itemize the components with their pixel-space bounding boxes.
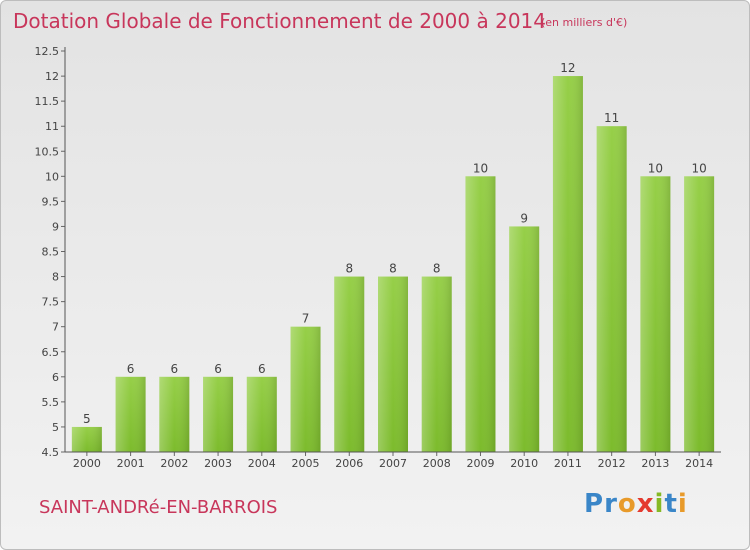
y-tick-label: 12 [45, 70, 59, 83]
bar-value-label: 5 [83, 412, 91, 426]
x-tick-label: 2010 [510, 457, 538, 470]
y-tick-label: 9 [52, 220, 59, 233]
bar-value-label: 10 [691, 161, 706, 175]
bar-shade [596, 126, 627, 452]
x-tick-label: 2001 [117, 457, 145, 470]
chart-subtitle: (en milliers d'€) [541, 16, 628, 29]
y-tick-label: 6.5 [42, 346, 60, 359]
bar-value-label: 7 [302, 312, 310, 326]
x-tick-label: 2007 [379, 457, 407, 470]
y-tick-label: 6 [52, 371, 59, 384]
bar-value-label: 10 [648, 161, 663, 175]
x-tick-label: 2003 [204, 457, 232, 470]
logo-letter: i [654, 489, 665, 519]
bar-shade [290, 326, 321, 452]
bar-shade [159, 376, 190, 452]
bar-value-label: 8 [389, 262, 397, 276]
bar-value-label: 8 [345, 262, 353, 276]
bar-shade [684, 176, 715, 452]
y-tick-label: 10.5 [35, 145, 60, 158]
bar-value-label: 6 [171, 362, 179, 376]
y-tick-label: 5.5 [42, 396, 60, 409]
bar-value-label: 6 [258, 362, 266, 376]
y-tick-label: 11 [45, 120, 59, 133]
logo-letter: i [677, 489, 688, 519]
bar-value-label: 6 [127, 362, 135, 376]
y-tick-label: 12.5 [35, 45, 60, 58]
bar-value-label: 11 [604, 111, 619, 125]
y-tick-label: 5 [52, 421, 59, 434]
bar-shade [203, 376, 234, 452]
logo-letter: t [664, 489, 678, 519]
y-tick-label: 7 [52, 321, 59, 334]
bar-shade [640, 176, 671, 452]
x-tick-label: 2012 [598, 457, 626, 470]
x-tick-label: 2005 [292, 457, 320, 470]
y-tick-label: 8.5 [42, 246, 60, 259]
chart-title: Dotation Globale de Fonctionnement de 20… [13, 9, 546, 33]
x-tick-label: 2006 [335, 457, 363, 470]
x-tick-label: 2014 [685, 457, 713, 470]
bar-shade [509, 226, 540, 452]
x-tick-label: 2000 [73, 457, 101, 470]
bar-shade [334, 276, 365, 452]
bar-shade [71, 426, 102, 452]
x-tick-label: 2013 [641, 457, 669, 470]
y-tick-label: 11.5 [35, 95, 60, 108]
bar-shade [465, 176, 496, 452]
commune-name: SAINT-ANDRé-EN-BARROIS [39, 497, 278, 518]
logo-letter: x [636, 489, 655, 519]
logo-letter: o [617, 489, 637, 519]
proxiti-logo[interactable]: Proxiti [584, 489, 688, 519]
bar-value-label: 12 [560, 61, 575, 75]
x-tick-label: 2004 [248, 457, 276, 470]
bar-value-label: 10 [473, 161, 488, 175]
y-tick-label: 7.5 [42, 296, 60, 309]
logo-letter: P [584, 489, 605, 519]
x-tick-label: 2009 [466, 457, 494, 470]
bar-value-label: 8 [433, 262, 441, 276]
y-tick-label: 10 [45, 170, 59, 183]
bar-shade [115, 376, 146, 452]
bar-shade [246, 376, 277, 452]
bar-value-label: 6 [214, 362, 222, 376]
x-tick-label: 2011 [554, 457, 582, 470]
y-tick-label: 9.5 [42, 195, 60, 208]
x-tick-label: 2002 [160, 457, 188, 470]
y-tick-label: 4.5 [42, 446, 60, 459]
bar-shade [378, 276, 408, 452]
y-tick-label: 8 [52, 271, 59, 284]
bar-shade [421, 276, 452, 452]
bar-value-label: 9 [520, 211, 528, 225]
bar-shade [552, 76, 583, 452]
logo-letter: r [604, 489, 618, 519]
x-tick-label: 2008 [423, 457, 451, 470]
